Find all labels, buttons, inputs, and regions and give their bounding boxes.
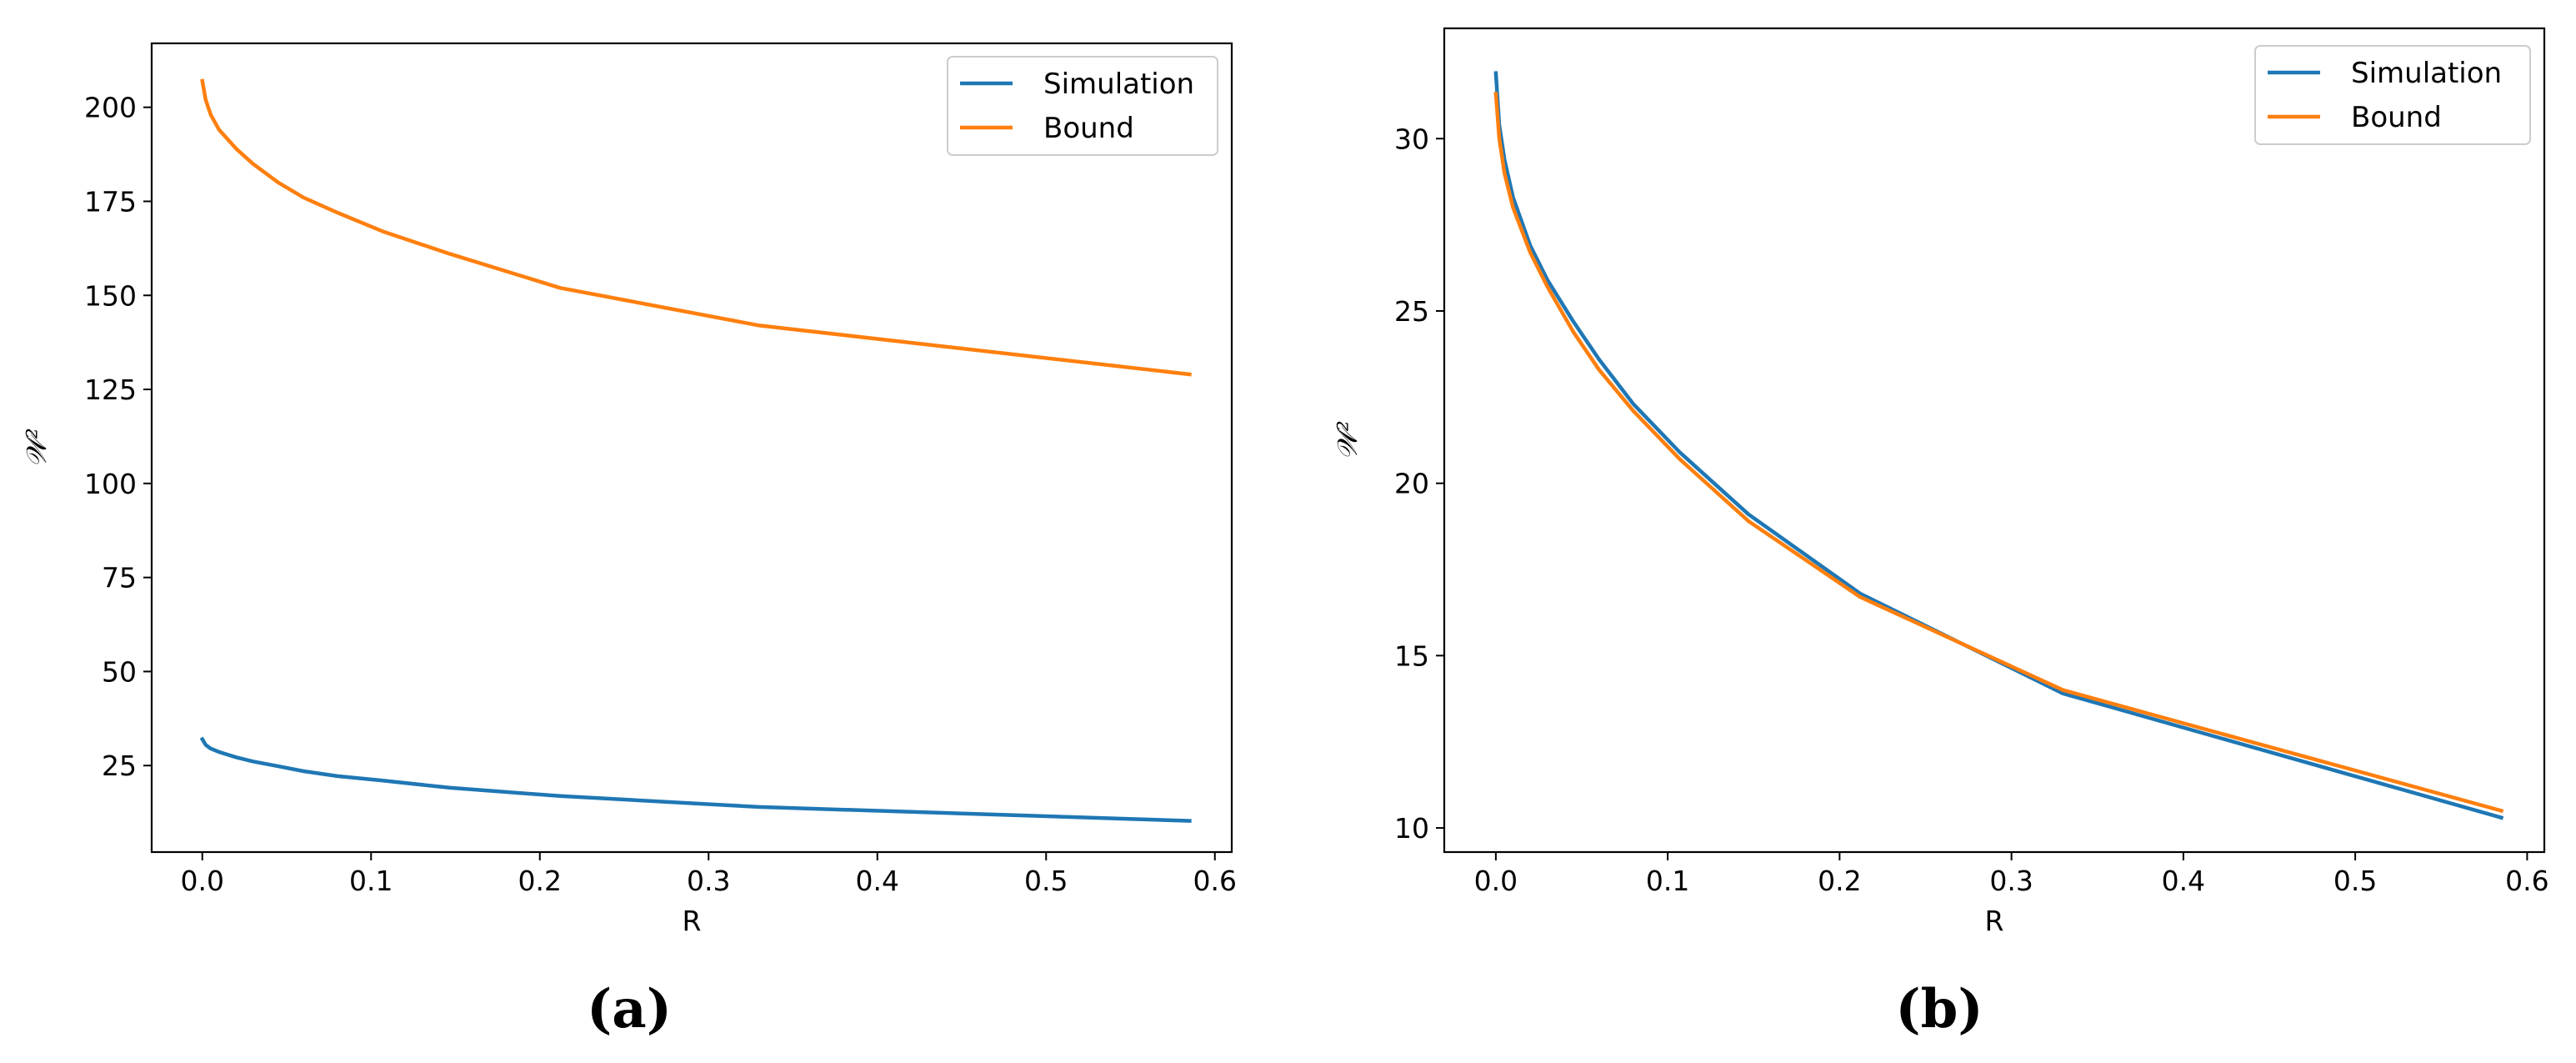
x-tick-label: 0.6 xyxy=(2505,865,2548,897)
series-line-bound xyxy=(1493,92,2504,814)
x-tick-label: 0.2 xyxy=(1818,865,1861,897)
panel-b: 0.0 0.1 0.2 0.3 0.4 0.5 0.6 10 15 20 25 30 R 𝒲² Simula… xyxy=(1331,27,2549,1040)
panel-caption: (b) xyxy=(1895,978,1983,1040)
legend-box xyxy=(2254,45,2531,145)
y-tick-label: 20 xyxy=(1394,468,1429,500)
x-tick-label: 0.2 xyxy=(518,865,562,897)
x-axis-label: R xyxy=(1985,905,2004,937)
y-tick-label: 150 xyxy=(84,279,137,312)
y-tick-label: 25 xyxy=(102,750,137,782)
x-tick-label: 0.0 xyxy=(181,865,224,897)
legend-label-simulation: Simulation xyxy=(1043,68,1194,101)
y-tick-label: 175 xyxy=(84,185,137,218)
legend: Simulation Bound xyxy=(947,56,1218,156)
legend-box xyxy=(947,56,1218,156)
series-line-simulation xyxy=(1493,71,2504,820)
panel-a: 0.0 0.1 0.2 0.3 0.4 0.5 0.6 25 50 75 100 125 150 175 2… xyxy=(20,42,1237,1040)
plot-frame xyxy=(150,42,1233,854)
legend-label-bound: Bound xyxy=(2351,101,2442,134)
y-tick-label: 30 xyxy=(1394,123,1429,155)
y-tick-label: 75 xyxy=(102,562,137,594)
series-line-simulation xyxy=(199,736,1192,823)
legend: Simulation Bound xyxy=(2254,45,2531,145)
y-tick-label: 200 xyxy=(84,92,137,124)
panel-caption: (a) xyxy=(587,978,672,1040)
x-tick-label: 0.3 xyxy=(1989,865,2033,897)
x-tick-label: 0.6 xyxy=(1193,865,1237,897)
y-axis-label: 𝒲² xyxy=(1331,420,1363,460)
y-tick-label: 15 xyxy=(1394,639,1429,672)
y-axis-label: 𝒲² xyxy=(20,428,53,468)
legend-label-simulation: Simulation xyxy=(2351,57,2502,90)
x-tick-label: 0.5 xyxy=(2333,865,2377,897)
x-tick-label: 0.4 xyxy=(856,865,899,897)
x-tick-label: 0.1 xyxy=(349,865,393,897)
y-tick-label: 10 xyxy=(1394,812,1429,845)
y-tick-label: 25 xyxy=(1394,295,1429,328)
legend-label-bound: Bound xyxy=(1043,112,1134,145)
x-tick-label: 0.1 xyxy=(1646,865,1689,897)
x-tick-label: 0.3 xyxy=(687,865,730,897)
x-tick-label: 0.4 xyxy=(2162,865,2205,897)
x-axis-label: R xyxy=(683,905,702,937)
series-line-bound xyxy=(200,78,1192,377)
y-tick-label: 125 xyxy=(84,374,137,406)
y-tick-label: 50 xyxy=(102,655,137,688)
y-tick-label: 100 xyxy=(84,468,137,500)
x-tick-label: 0.0 xyxy=(1474,865,1518,897)
plot-frame xyxy=(1443,27,2546,854)
x-tick-label: 0.5 xyxy=(1024,865,1068,897)
